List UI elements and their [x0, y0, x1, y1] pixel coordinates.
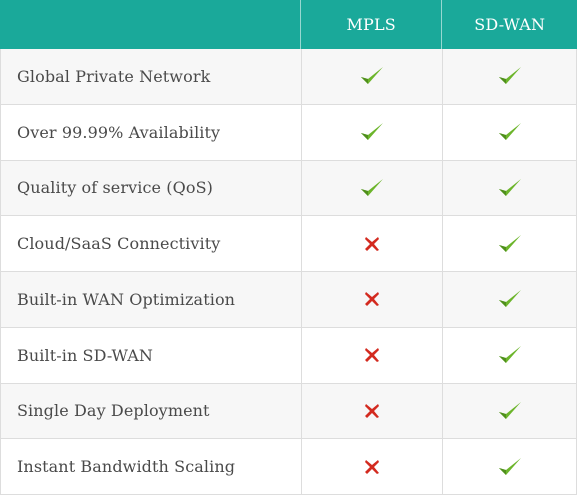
table-header: MPLS SD-WAN: [0, 0, 577, 49]
feature-label: Quality of service (QoS): [17, 178, 213, 198]
sd-wan-cell: [442, 272, 576, 327]
table-row: Global Private Network: [1, 49, 576, 105]
checkmark-icon: [497, 456, 523, 478]
cross-icon: [363, 346, 381, 364]
sd-wan-cell: [442, 383, 576, 439]
feature-label: Over 99.99% Availability: [17, 122, 221, 142]
mpls-cell: [301, 383, 442, 439]
mpls-cell: [301, 327, 442, 383]
mpls-cell: [301, 439, 442, 494]
checkmark-icon: [497, 177, 523, 199]
sd-wan-cell: [442, 327, 576, 383]
header-blank-cell: [0, 0, 300, 49]
table-body: Global Private Network Over 99.99% Availa…: [0, 49, 577, 495]
sd-wan-cell: [442, 104, 576, 160]
table-row: Single Day Deployment: [1, 383, 576, 440]
mpls-cell: [301, 160, 442, 216]
checkmark-icon: [497, 400, 523, 422]
checkmark-icon: [497, 121, 523, 143]
feature-label: Global Private Network: [17, 66, 211, 86]
mpls-cell: [301, 104, 442, 160]
mpls-cell: [301, 272, 442, 327]
table-row: Quality of service (QoS): [1, 160, 576, 217]
checkmark-icon: [359, 121, 385, 143]
feature-label: Cloud/SaaS Connectivity: [17, 234, 221, 254]
checkmark-icon: [497, 65, 523, 87]
checkmark-icon: [497, 344, 523, 366]
checkmark-icon: [359, 177, 385, 199]
feature-label: Built-in SD-WAN: [17, 345, 153, 365]
header-sd-wan: SD-WAN: [441, 0, 577, 49]
table-row: Cloud/SaaS Connectivity: [1, 216, 576, 272]
feature-label: Built-in WAN Optimization: [17, 289, 236, 309]
sd-wan-cell: [442, 160, 576, 216]
mpls-cell: [301, 216, 442, 271]
checkmark-icon: [497, 233, 523, 255]
cross-icon: [363, 290, 381, 308]
cross-icon: [363, 235, 381, 253]
sd-wan-cell: [442, 439, 576, 494]
table-row: Instant Bandwidth Scaling: [1, 439, 576, 495]
cross-icon: [363, 402, 381, 420]
checkmark-icon: [359, 65, 385, 87]
table-row: Built-in WAN Optimization: [1, 272, 576, 328]
table-row: Over 99.99% Availability: [1, 104, 576, 161]
mpls-cell: [301, 49, 442, 104]
feature-label: Instant Bandwidth Scaling: [17, 457, 236, 477]
feature-label: Single Day Deployment: [17, 401, 210, 421]
sd-wan-cell: [442, 49, 576, 104]
checkmark-icon: [497, 288, 523, 310]
header-mpls: MPLS: [299, 0, 442, 49]
cross-icon: [363, 458, 381, 476]
sd-wan-cell: [442, 216, 576, 271]
table-row: Built-in SD-WAN: [1, 327, 576, 384]
